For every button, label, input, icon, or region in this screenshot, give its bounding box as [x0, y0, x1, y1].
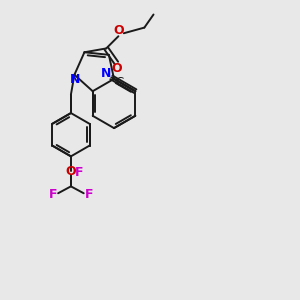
Text: N: N [70, 73, 80, 86]
Text: F: F [49, 188, 57, 201]
Text: O: O [66, 165, 76, 178]
Text: O: O [113, 24, 124, 37]
Text: F: F [85, 188, 93, 201]
Text: O: O [112, 62, 122, 75]
Text: C: C [116, 76, 124, 89]
Text: F: F [75, 166, 84, 179]
Text: N: N [101, 67, 112, 80]
